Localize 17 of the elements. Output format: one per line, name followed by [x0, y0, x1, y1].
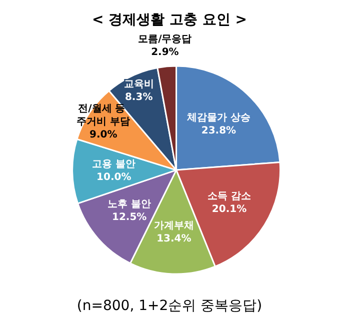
- data-label: 2.9%: [151, 46, 179, 58]
- data-label: 8.3%: [124, 92, 153, 104]
- data-label: 9.0%: [90, 129, 118, 140]
- slice-label: 가계부채: [154, 220, 194, 232]
- data-label: 10.0%: [96, 172, 132, 183]
- chart-title: < 경제생활 고충 요인 >: [92, 12, 247, 28]
- data-label: 20.1%: [212, 204, 247, 215]
- slice-label: 고용 불안: [92, 158, 136, 170]
- slice-label: 소득 감소: [208, 190, 252, 202]
- slice-label: 모름/무응답: [138, 34, 192, 45]
- text: (n=800, 1+2순위 중복응답): [76, 298, 262, 314]
- slice-label: 교육비: [124, 79, 154, 90]
- data-label: 13.4%: [156, 233, 192, 244]
- slice-label: 노후 불안: [108, 199, 152, 210]
- slice-label: 체감물가 상승: [186, 112, 250, 124]
- data-label: 12.5%: [112, 212, 147, 224]
- data-label: 23.8%: [201, 125, 236, 136]
